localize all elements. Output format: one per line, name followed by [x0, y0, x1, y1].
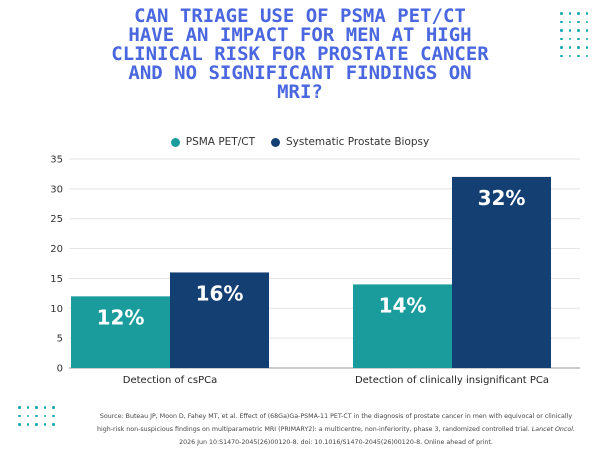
decorative-dot: [577, 54, 580, 57]
decorative-dot: [18, 406, 21, 409]
decorative-dot: [568, 54, 571, 57]
legend: PSMA PET/CT Systematic Prostate Biopsy: [0, 136, 600, 148]
decorative-dot: [26, 423, 29, 426]
decorative-dot: [52, 414, 55, 417]
legend-item-psma: PSMA PET/CT: [170, 136, 255, 148]
decorative-dot: [568, 46, 571, 49]
decorative-dot: [585, 20, 588, 23]
decorative-dot: [568, 37, 571, 40]
decorative-dot: [577, 20, 580, 23]
data-label-biopsy-0: 16%: [196, 281, 244, 305]
legend-swatch-psma: [170, 137, 180, 147]
category-label-0: Detection of csPCa: [123, 375, 217, 386]
decorative-dot: [52, 406, 55, 409]
decorative-dot: [560, 37, 563, 40]
decorative-dot: [560, 12, 563, 15]
source-text: Source: Buteau JP, Moon D, Fahey MT, et …: [97, 413, 573, 433]
bar-psma-1: [353, 284, 452, 368]
decorative-dot: [568, 20, 571, 23]
decorative-dot: [585, 12, 588, 15]
data-label-psma-1: 14%: [379, 293, 427, 317]
decorative-dot: [585, 37, 588, 40]
decorative-dot: [585, 54, 588, 57]
legend-item-biopsy: Systematic Prostate Biopsy: [271, 136, 429, 148]
decorative-dot: [585, 29, 588, 32]
source-citation: Source: Buteau JP, Moon D, Fahey MT, et …: [92, 410, 580, 449]
decorative-dots-bottom-left: [18, 406, 55, 426]
decorative-dot: [52, 423, 55, 426]
source-journal: Lancet Oncol.: [531, 426, 575, 433]
y-tick-label-10: 10: [50, 304, 63, 315]
y-tick-label-30: 30: [50, 184, 63, 195]
category-label-1: Detection of clinically insignificant PC…: [355, 375, 549, 386]
decorative-dot: [26, 406, 29, 409]
decorative-dot: [26, 414, 29, 417]
decorative-dot: [577, 46, 580, 49]
decorative-dot: [577, 37, 580, 40]
decorative-dot: [43, 423, 46, 426]
legend-swatch-biopsy: [271, 137, 280, 147]
y-tick-label-5: 5: [57, 334, 63, 345]
bar-psma-0: [71, 296, 170, 368]
decorative-dot: [43, 414, 46, 417]
decorative-dot: [560, 54, 563, 57]
decorative-dot: [577, 12, 580, 15]
bars: [71, 176, 551, 368]
y-tick-label-0: 0: [57, 364, 63, 375]
decorative-dot: [568, 29, 571, 32]
y-tick-label-15: 15: [50, 274, 63, 285]
labels: 0 5 10 15 20 25 30 35 12% 16% Detection of csPCa 14…: [50, 155, 549, 387]
decorative-dot: [568, 12, 571, 15]
y-tick-label-35: 35: [50, 155, 63, 166]
chart-title: Can triage use of PSMA PET/CT have an im…: [111, 5, 489, 103]
decorative-dot: [560, 29, 563, 32]
decorative-dot: [35, 423, 38, 426]
bar-biopsy-0: [170, 272, 269, 368]
decorative-dot: [43, 406, 46, 409]
decorative-dot: [585, 46, 588, 49]
y-tick-label-25: 25: [50, 214, 63, 225]
decorative-dot: [560, 20, 563, 23]
data-label-psma-0: 12%: [97, 305, 145, 329]
decorative-dot: [18, 423, 21, 426]
data-label-biopsy-1: 32%: [478, 186, 526, 210]
decorative-dot: [35, 414, 38, 417]
decorative-dots-top-right: [560, 12, 588, 57]
legend-label-psma: PSMA PET/CT: [185, 136, 255, 148]
decorative-dot: [18, 414, 21, 417]
decorative-dot: [560, 46, 563, 49]
legend-label-biopsy: Systematic Prostate Biopsy: [286, 136, 430, 148]
y-tick-label-20: 20: [50, 244, 63, 255]
decorative-dot: [35, 406, 38, 409]
decorative-dot: [577, 29, 580, 32]
bar-biopsy-1: [452, 176, 551, 368]
bar-chart: 0 5 10 15 20 25 30 35 12% 16% Detection of csPCa 14…: [50, 155, 580, 387]
source-reference: 2026 Jun 10:S1470-2045(26)00120-8. doi: …: [179, 439, 493, 446]
